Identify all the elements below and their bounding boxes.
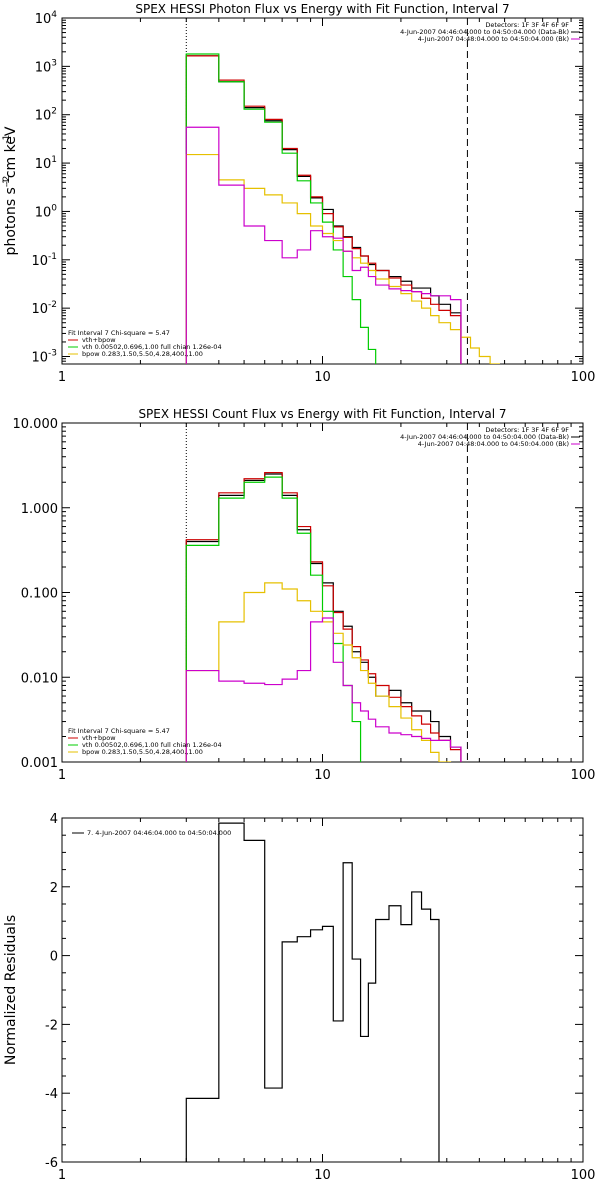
residuals-y-tick-label: 4: [50, 812, 58, 827]
photon-y-tick-base: 10: [35, 60, 52, 75]
residuals-y-tick-label: -4: [45, 1087, 58, 1102]
photon-y-tick-label: 104: [35, 10, 58, 27]
residuals-x-tick-label: 100: [571, 1168, 596, 1183]
residuals-y-label-main: Normalized Residuals: [3, 915, 19, 1065]
residuals-legend-entry: 7. 4-Jun-2007 04:46:04.000 to 04:50:04.0…: [87, 829, 231, 837]
count-series-vth-bpow: [185, 471, 462, 762]
photon-legend-entry: vth+bpow: [82, 336, 116, 344]
residuals-y-ticks: [62, 817, 583, 1163]
count-x-tick-label: 10: [314, 768, 331, 783]
photon-legend-entry: 4-Jun-2007 04:46:04.000 to 04:50:04.000 …: [400, 28, 569, 36]
photon-y-tick-exp: -1: [48, 252, 57, 262]
photon-y-tick-exp: 3: [51, 58, 57, 68]
photon-y-tick-base: 10: [31, 302, 48, 317]
count-series-bk: [185, 617, 462, 762]
photon-series-vth: [185, 53, 390, 364]
photon-y-tick-base: 10: [31, 254, 48, 269]
count-y-tick-label: 0.100: [21, 587, 58, 602]
photon-series-data-bk: [185, 55, 462, 364]
residuals-y-tick-label: 2: [50, 881, 58, 896]
photon-y-label: photons s-1cm keV-2-1: [2, 126, 19, 255]
photon-y-label-main: photons s: [3, 187, 19, 255]
photon-y-label-sup1: -1: [2, 178, 12, 187]
count-x-ticks: [61, 423, 572, 762]
residuals-y-tick-label: 0: [50, 950, 58, 965]
photon-y-label-sup3: -1: [2, 135, 12, 144]
photon-x-tick-label: 1: [58, 370, 66, 385]
residuals-axes-box: [61, 817, 584, 1163]
photon-y-tick-exp: 1: [51, 155, 57, 165]
count-legend-entry: vth+bpow: [82, 734, 116, 742]
count-series-bpow: [185, 582, 462, 762]
photon-legend-entry: bpow 0.283,1.50,5.50,4.28,400.,1.00: [82, 350, 203, 358]
photon-y-tick-label: 100: [35, 203, 58, 220]
photon-y-tick-label: 102: [35, 107, 57, 124]
count-legend-entry: 4-Jun-2007 04:46:04.000 to 04:50:04.000 …: [400, 433, 569, 441]
residuals-y-tick-label: -2: [45, 1018, 58, 1033]
count-y-tick-label: 1.000: [21, 502, 58, 517]
photon-axes-box: [61, 17, 584, 365]
photon-y-tick-label: 103: [35, 58, 57, 75]
photon-series-vth-bpow: [185, 55, 462, 364]
photon-x-tick-label: 100: [571, 370, 596, 385]
photon-y-tick-label: 10-3: [31, 349, 57, 366]
photon-y-tick-base: 10: [35, 109, 52, 124]
count-legend-entry: Fit Interval 7 Chi-square = 5.47: [68, 727, 170, 735]
residuals-plot-area: [185, 822, 452, 1162]
photon-y-tick-base: 10: [31, 351, 48, 366]
count-legend-entry: Detectors: 1F 3F 4F 6F 9F: [485, 426, 569, 434]
count-chart: SPEX HESSI Count Flux vs Energy with Fit…: [13, 407, 596, 783]
photon-legend-entry: 4-Jun-2007 04:48:04.000 to 04:50:04.000 …: [418, 35, 569, 43]
residuals-y-label: Normalized Residuals: [3, 915, 19, 1065]
photon-y-tick-exp: -2: [48, 300, 57, 310]
count-y-tick-label: 10.000: [13, 417, 59, 432]
photon-y-tick-exp: -3: [48, 349, 57, 359]
photon-y-label-sup2: -2: [2, 176, 12, 185]
count-legend-entry: bpow 0.283,1.50,5.50,4.28,400.,1.00: [82, 748, 203, 756]
photon-y-tick-base: 10: [35, 205, 52, 220]
photon-y-tick-exp: 4: [51, 10, 57, 20]
photon-title: SPEX HESSI Photon Flux vs Energy with Fi…: [135, 2, 509, 16]
photon-y-tick-label: 10-2: [31, 300, 57, 317]
photon-chart: SPEX HESSI Photon Flux vs Energy with Fi…: [2, 2, 595, 385]
count-x-tick-label: 100: [571, 768, 596, 783]
count-y-tick-label: 0.010: [21, 671, 58, 686]
residuals-x-tick-label: 1: [58, 1168, 66, 1183]
photon-y-tick-base: 10: [35, 12, 52, 27]
residuals-x-ticks: [61, 818, 572, 1162]
count-y-ticks: [62, 422, 583, 763]
photon-y-tick-exp: 2: [51, 107, 57, 117]
residuals-x-tick-label: 10: [314, 1168, 331, 1183]
photon-y-tick-label: 10-1: [31, 252, 57, 269]
photon-series-bk: [185, 126, 462, 364]
photon-x-tick-label: 10: [314, 370, 331, 385]
count-x-tick-label: 1: [58, 768, 66, 783]
count-title: SPEX HESSI Count Flux vs Energy with Fit…: [138, 407, 506, 421]
photon-legend-entry: vth 0.00502,0.696,1.00 full chian 1.26e-…: [82, 343, 222, 351]
photon-x-ticks: [61, 18, 572, 364]
count-legend-entry: 4-Jun-2007 04:48:04.000 to 04:50:04.000 …: [418, 440, 569, 448]
photon-legend-entry: Fit Interval 7 Chi-square = 5.47: [68, 329, 170, 337]
count-y-tick-label: 0.001: [21, 756, 58, 771]
photon-legend-entry: Detectors: 1F 3F 4F 6F 9F: [485, 21, 569, 29]
photon-y-label-units: cm keV: [3, 126, 19, 178]
photon-y-tick-label: 101: [35, 155, 57, 172]
residuals-y-tick-label: -6: [45, 1156, 58, 1171]
count-plot-area: [185, 423, 468, 762]
residuals-series-residuals: [185, 822, 452, 1162]
photon-y-ticks: [62, 17, 583, 365]
photon-plot-area: [185, 18, 500, 364]
photon-y-tick-exp: 0: [51, 203, 57, 213]
count-legend-entry: vth 0.00502,0.696,1.00 full chian 1.26e-…: [82, 741, 222, 749]
photon-y-tick-base: 10: [35, 157, 52, 172]
residuals-chart: 1 10 100 -6 -4 -2 0 2 4 Normalized Residuals 7. 4-…: [3, 812, 595, 1183]
count-series-vth: [185, 476, 369, 762]
